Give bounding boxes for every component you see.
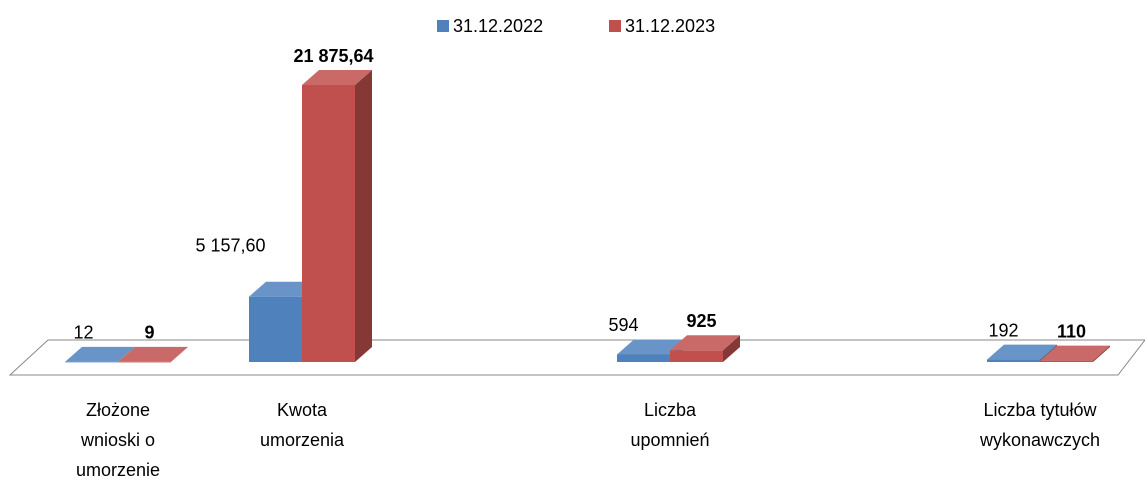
x-tick-label: Złożone wnioski o umorzenie [75, 400, 161, 480]
bar [1040, 360, 1093, 362]
bar [670, 350, 723, 362]
legend-swatch [609, 20, 621, 32]
bar [65, 361, 118, 363]
data-label: 110 [1057, 321, 1086, 341]
bar-top [670, 335, 740, 351]
data-label: 5 157,60 [195, 235, 265, 255]
data-label: 925 [686, 311, 716, 331]
data-label: 192 [988, 320, 1018, 340]
bar-top [302, 70, 372, 85]
x-tick-label: Kwota umorzenia [259, 400, 345, 450]
bar-top [65, 346, 135, 362]
x-tick-label: Liczba upomnień [630, 400, 710, 450]
data-label: 9 [144, 323, 154, 343]
legend-label: 31.12.2023 [625, 16, 715, 36]
bar [302, 85, 355, 362]
bar-top [1040, 345, 1110, 361]
bar-side [1093, 345, 1110, 362]
bar [118, 361, 171, 363]
data-label: 21 875,64 [293, 46, 373, 66]
bar [987, 359, 1040, 362]
bar-side [723, 335, 740, 362]
legend-label: 31.12.2022 [453, 16, 543, 36]
bar-top [987, 344, 1057, 360]
data-label: 594 [608, 315, 638, 335]
bar-top [249, 281, 319, 297]
bar-top [617, 339, 687, 355]
bar [617, 354, 670, 362]
bar-top [118, 346, 188, 362]
data-label: 12 [73, 323, 93, 343]
bar [249, 296, 302, 362]
floor [8, 339, 1145, 376]
legend-swatch [437, 20, 449, 32]
x-tick-label: Liczba tytułów wykonawczych [979, 400, 1101, 450]
bar-side [171, 346, 188, 362]
bar-side [355, 70, 372, 362]
